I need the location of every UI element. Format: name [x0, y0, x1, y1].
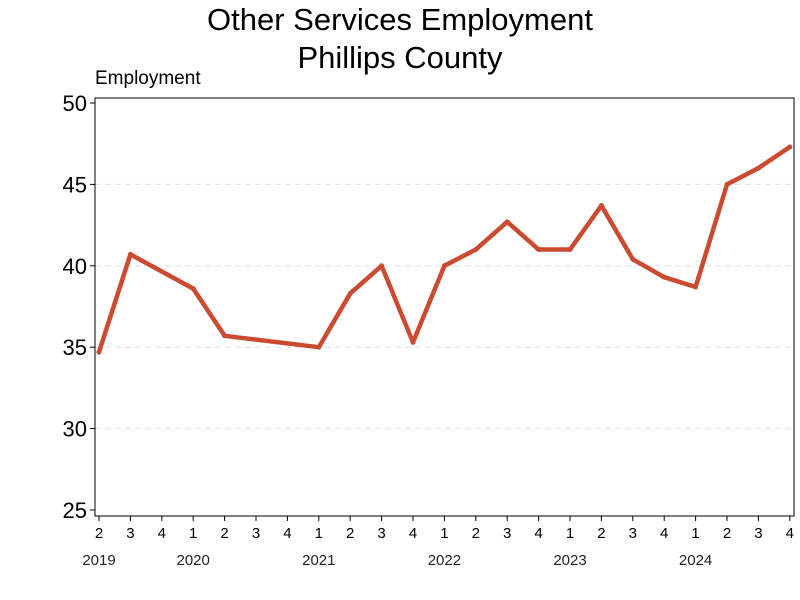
- data-point: [598, 203, 604, 209]
- series-employment: [96, 144, 793, 355]
- y-tick-label: 30: [63, 417, 87, 442]
- x-tick-label: 4: [283, 525, 291, 542]
- data-point: [347, 290, 353, 296]
- x-tick-label: 3: [377, 525, 385, 542]
- x-tick-label: 2: [472, 525, 480, 542]
- x-year-label: 2021: [302, 552, 335, 569]
- x-tick-label: 4: [158, 525, 166, 542]
- x-tick-label: 2: [95, 525, 103, 542]
- x-year-label: 2022: [428, 552, 461, 569]
- x-tick-label: 2: [723, 525, 731, 542]
- chart-subtitle: Phillips County: [297, 40, 503, 75]
- plot-frame: [94, 97, 795, 517]
- data-point: [755, 165, 761, 171]
- data-point: [504, 219, 510, 225]
- x-tick-label: 4: [660, 525, 668, 542]
- x-tick-label: 3: [503, 525, 511, 542]
- data-point: [410, 339, 416, 345]
- y-tick-label: 50: [63, 91, 87, 116]
- x-tick-label: 1: [315, 525, 323, 542]
- x-tick-label: 4: [409, 525, 417, 542]
- data-point: [222, 333, 228, 339]
- data-point: [724, 181, 730, 187]
- y-axis: 25 30 35 40 45 50: [63, 91, 95, 523]
- x-year-label: 2023: [553, 552, 586, 569]
- x-tick-label: 4: [534, 525, 542, 542]
- x-tick-label: 4: [786, 525, 794, 542]
- x-tick-label: 3: [629, 525, 637, 542]
- x-tick-label: 2: [597, 525, 605, 542]
- y-tick-label: 25: [63, 498, 87, 523]
- data-point: [473, 247, 479, 253]
- data-point: [316, 344, 322, 350]
- data-point: [787, 144, 793, 150]
- x-tick-label: 1: [691, 525, 699, 542]
- x-axis: 2 3 4 1 2 3 4 1 2 3 4 1 2 3 4 1 2 3 4 1 2 3 4 2019 2020 2021 2022 2…: [82, 516, 794, 569]
- gridlines: [95, 183, 794, 430]
- data-point: [127, 251, 133, 257]
- y-axis-label: Employment: [95, 68, 201, 89]
- data-point: [630, 256, 636, 262]
- y-tick-label: 40: [63, 254, 87, 279]
- x-tick-label: 3: [754, 525, 762, 542]
- data-point: [190, 286, 196, 292]
- data-point: [567, 247, 573, 253]
- x-tick-label: 1: [189, 525, 197, 542]
- data-point: [379, 263, 385, 269]
- x-tick-label: 3: [252, 525, 260, 542]
- data-point: [661, 274, 667, 280]
- y-tick-label: 45: [63, 172, 87, 197]
- data-point: [441, 263, 447, 269]
- x-tick-label: 2: [220, 525, 228, 542]
- x-year-label: 2019: [82, 552, 115, 569]
- data-point: [96, 349, 102, 355]
- data-point: [536, 247, 542, 253]
- y-tick-label: 35: [63, 335, 87, 360]
- series-line: [96, 144, 793, 355]
- x-year-label: 2020: [177, 552, 210, 569]
- chart-title: Other Services Employment: [207, 2, 593, 37]
- x-tick-label: 3: [126, 525, 134, 542]
- x-tick-label: 2: [346, 525, 354, 542]
- data-point: [693, 284, 699, 290]
- x-year-label: 2024: [679, 552, 712, 569]
- x-tick-label: 1: [566, 525, 574, 542]
- x-tick-label: 1: [440, 525, 448, 542]
